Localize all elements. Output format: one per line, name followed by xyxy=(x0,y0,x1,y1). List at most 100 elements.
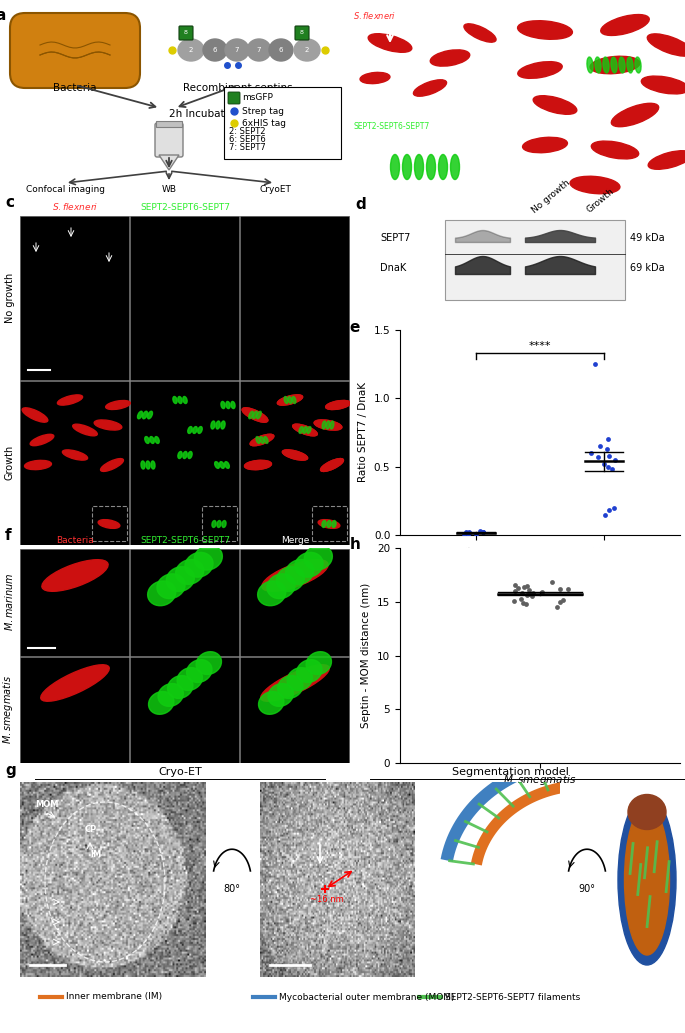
Ellipse shape xyxy=(523,137,567,153)
Ellipse shape xyxy=(257,411,262,418)
Text: SEPT2-SEPT6-SEPT7 filaments: SEPT2-SEPT6-SEPT7 filaments xyxy=(445,993,580,1002)
Ellipse shape xyxy=(601,14,649,35)
Point xyxy=(516,590,527,606)
Text: 2h Incubation: 2h Incubation xyxy=(169,109,240,119)
Ellipse shape xyxy=(108,129,132,140)
Bar xyxy=(130,381,239,545)
Text: 6: SEPT6: 6: SEPT6 xyxy=(229,134,266,144)
Ellipse shape xyxy=(330,421,334,429)
Ellipse shape xyxy=(192,427,197,434)
Ellipse shape xyxy=(158,684,184,707)
Ellipse shape xyxy=(403,155,412,180)
Ellipse shape xyxy=(245,461,271,470)
Text: Bacteria: Bacteria xyxy=(53,83,97,93)
Ellipse shape xyxy=(297,660,322,683)
Ellipse shape xyxy=(611,103,659,127)
Ellipse shape xyxy=(284,397,288,404)
Ellipse shape xyxy=(595,57,601,73)
Point xyxy=(509,576,520,593)
Ellipse shape xyxy=(258,581,286,605)
Point xyxy=(601,441,612,458)
Ellipse shape xyxy=(261,665,329,701)
Ellipse shape xyxy=(292,425,317,436)
Ellipse shape xyxy=(147,411,153,418)
Text: Merge: Merge xyxy=(281,204,309,212)
Point xyxy=(603,447,614,464)
Point xyxy=(459,526,470,542)
Ellipse shape xyxy=(102,98,128,112)
FancyBboxPatch shape xyxy=(179,26,193,40)
Point xyxy=(522,577,533,594)
Point xyxy=(513,580,524,596)
Ellipse shape xyxy=(25,87,50,103)
Text: 6xHIS tag: 6xHIS tag xyxy=(242,119,286,127)
Text: DnaK: DnaK xyxy=(380,263,406,273)
Ellipse shape xyxy=(212,521,216,528)
Ellipse shape xyxy=(250,434,274,445)
Ellipse shape xyxy=(304,545,332,570)
Text: 69 kDa: 69 kDa xyxy=(630,263,664,273)
Ellipse shape xyxy=(221,402,225,409)
Ellipse shape xyxy=(203,39,227,61)
Text: Strep tag: Strep tag xyxy=(242,106,284,116)
Ellipse shape xyxy=(168,676,193,698)
Bar xyxy=(130,549,239,656)
Text: CryoET: CryoET xyxy=(259,185,291,194)
Point xyxy=(536,584,547,600)
Ellipse shape xyxy=(295,553,323,577)
Ellipse shape xyxy=(211,421,215,429)
Text: Cryo-ET: Cryo-ET xyxy=(158,766,202,777)
Ellipse shape xyxy=(25,461,51,470)
Ellipse shape xyxy=(148,581,176,605)
Ellipse shape xyxy=(269,39,293,61)
Ellipse shape xyxy=(23,145,47,155)
Text: h: h xyxy=(349,537,360,553)
Text: Bacteria: Bacteria xyxy=(56,536,94,545)
Point xyxy=(599,456,610,472)
Ellipse shape xyxy=(327,521,331,528)
Text: a: a xyxy=(0,8,5,23)
Ellipse shape xyxy=(277,395,303,405)
Text: g: g xyxy=(5,763,16,778)
Text: e: e xyxy=(349,320,360,335)
Point xyxy=(523,582,534,598)
Ellipse shape xyxy=(138,411,142,418)
Ellipse shape xyxy=(277,395,303,405)
Point xyxy=(464,525,475,541)
FancyBboxPatch shape xyxy=(228,92,240,104)
Ellipse shape xyxy=(282,450,308,460)
Ellipse shape xyxy=(183,451,187,459)
Text: Growth: Growth xyxy=(5,445,15,480)
Bar xyxy=(20,549,129,656)
Ellipse shape xyxy=(101,459,123,471)
Ellipse shape xyxy=(30,434,54,445)
Point xyxy=(606,461,617,477)
Ellipse shape xyxy=(618,795,676,965)
Ellipse shape xyxy=(318,520,340,528)
Text: 80°: 80° xyxy=(223,884,240,895)
Point xyxy=(603,431,614,447)
Ellipse shape xyxy=(42,560,108,591)
Point xyxy=(603,459,614,475)
Ellipse shape xyxy=(628,794,666,829)
Point xyxy=(551,599,562,616)
Point xyxy=(521,587,532,603)
Ellipse shape xyxy=(288,397,292,404)
Point xyxy=(518,595,529,612)
Text: ~16 nm: ~16 nm xyxy=(310,895,344,904)
Ellipse shape xyxy=(591,142,638,159)
Ellipse shape xyxy=(390,155,399,180)
Text: 2: SEPT2: 2: SEPT2 xyxy=(229,126,266,135)
Text: IM: IM xyxy=(90,850,101,859)
FancyBboxPatch shape xyxy=(295,26,309,40)
FancyBboxPatch shape xyxy=(224,87,341,159)
Ellipse shape xyxy=(276,567,304,592)
Ellipse shape xyxy=(299,427,303,434)
Point xyxy=(554,581,565,597)
Polygon shape xyxy=(159,155,179,170)
Point xyxy=(586,445,597,462)
Text: No growth: No growth xyxy=(530,178,571,215)
Text: c: c xyxy=(5,195,14,210)
Ellipse shape xyxy=(438,155,447,180)
Text: d: d xyxy=(355,197,366,212)
